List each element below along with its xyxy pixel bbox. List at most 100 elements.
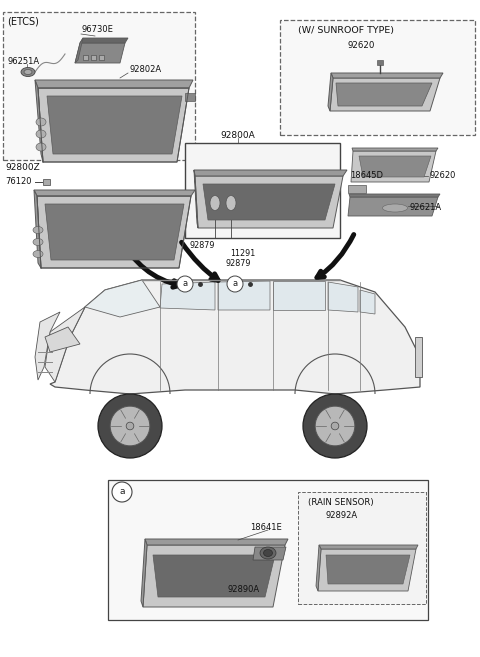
Polygon shape <box>34 190 41 268</box>
Text: 76120: 76120 <box>5 177 32 187</box>
Polygon shape <box>328 282 358 312</box>
Ellipse shape <box>264 549 273 556</box>
Text: 11291: 11291 <box>230 250 255 258</box>
Text: 92620: 92620 <box>348 41 375 51</box>
Polygon shape <box>348 185 366 193</box>
Polygon shape <box>45 307 85 382</box>
Polygon shape <box>85 280 160 317</box>
Bar <box>377 60 383 65</box>
Polygon shape <box>47 96 182 154</box>
Text: (RAIN SENSOR): (RAIN SENSOR) <box>308 497 373 507</box>
Text: 92879: 92879 <box>190 242 216 250</box>
Ellipse shape <box>33 238 43 246</box>
Circle shape <box>98 394 162 458</box>
Circle shape <box>110 406 150 446</box>
Text: a: a <box>232 279 238 288</box>
Bar <box>108 480 428 620</box>
Bar <box>280 20 475 135</box>
Polygon shape <box>145 539 288 545</box>
Polygon shape <box>80 38 128 43</box>
Circle shape <box>303 394 367 458</box>
Text: 18641E: 18641E <box>250 524 282 533</box>
Ellipse shape <box>24 70 32 74</box>
Polygon shape <box>45 204 184 260</box>
Polygon shape <box>75 38 83 63</box>
Circle shape <box>227 276 243 292</box>
Polygon shape <box>160 282 215 310</box>
Ellipse shape <box>260 547 276 559</box>
Text: 18645D: 18645D <box>350 171 383 181</box>
Polygon shape <box>331 73 443 78</box>
Text: (W/ SUNROOF TYPE): (W/ SUNROOF TYPE) <box>298 26 394 35</box>
Text: (ETCS): (ETCS) <box>7 16 39 26</box>
Bar <box>185 93 195 101</box>
Polygon shape <box>415 337 422 377</box>
Circle shape <box>315 406 355 446</box>
Polygon shape <box>35 312 60 380</box>
Bar <box>3 12 195 160</box>
Ellipse shape <box>36 130 46 138</box>
Polygon shape <box>194 170 198 228</box>
Text: 92802A: 92802A <box>130 66 162 74</box>
Ellipse shape <box>210 196 220 210</box>
Polygon shape <box>195 176 343 228</box>
Text: 92892A: 92892A <box>326 512 358 520</box>
Ellipse shape <box>36 143 46 151</box>
Ellipse shape <box>21 68 35 76</box>
Polygon shape <box>50 280 420 394</box>
Polygon shape <box>143 545 285 607</box>
Text: a: a <box>119 487 125 497</box>
Text: 92621A: 92621A <box>410 204 442 212</box>
Bar <box>185 143 340 238</box>
Polygon shape <box>218 281 270 310</box>
Text: 92800A: 92800A <box>220 131 255 141</box>
Circle shape <box>331 422 339 430</box>
Text: 92620: 92620 <box>430 171 456 181</box>
Text: 96251A: 96251A <box>7 58 39 66</box>
Polygon shape <box>352 148 438 151</box>
Text: 96730E: 96730E <box>82 26 114 35</box>
Ellipse shape <box>36 118 46 126</box>
Polygon shape <box>141 539 147 607</box>
Text: 92800Z: 92800Z <box>5 164 40 173</box>
Polygon shape <box>360 290 375 314</box>
Polygon shape <box>348 197 438 216</box>
Circle shape <box>126 422 134 430</box>
Polygon shape <box>349 194 440 197</box>
Polygon shape <box>273 281 325 310</box>
Bar <box>91 55 96 60</box>
Polygon shape <box>326 555 410 584</box>
Polygon shape <box>45 327 80 352</box>
Polygon shape <box>75 43 125 63</box>
Polygon shape <box>37 196 191 268</box>
Polygon shape <box>359 156 431 177</box>
Bar <box>298 492 426 604</box>
Polygon shape <box>194 170 347 176</box>
Polygon shape <box>351 151 436 182</box>
Polygon shape <box>318 549 416 591</box>
Polygon shape <box>336 83 432 106</box>
Bar <box>99 55 104 60</box>
Polygon shape <box>330 78 440 111</box>
Bar <box>83 55 88 60</box>
Text: 92890A: 92890A <box>228 585 260 595</box>
Polygon shape <box>203 184 335 220</box>
Polygon shape <box>319 545 418 549</box>
Text: 92879: 92879 <box>225 260 251 269</box>
Ellipse shape <box>33 250 43 258</box>
Polygon shape <box>153 555 275 597</box>
Polygon shape <box>38 88 189 162</box>
Text: a: a <box>182 279 188 288</box>
Circle shape <box>177 276 193 292</box>
Polygon shape <box>35 80 43 162</box>
Ellipse shape <box>33 227 43 233</box>
Polygon shape <box>43 179 50 185</box>
Ellipse shape <box>383 204 408 212</box>
Polygon shape <box>253 547 286 560</box>
Polygon shape <box>316 545 321 591</box>
Polygon shape <box>328 73 333 111</box>
Circle shape <box>112 482 132 502</box>
Polygon shape <box>34 190 195 196</box>
Polygon shape <box>35 80 193 88</box>
Ellipse shape <box>226 196 236 210</box>
